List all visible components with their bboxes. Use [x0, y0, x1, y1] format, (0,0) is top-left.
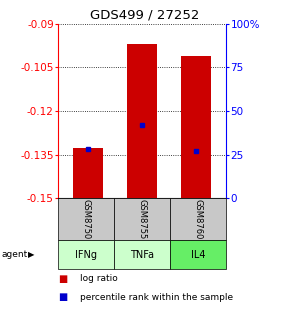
Text: IL4: IL4 — [191, 250, 205, 259]
Text: GSM8760: GSM8760 — [194, 199, 203, 240]
Bar — [182, 56, 211, 198]
Text: ▶: ▶ — [28, 250, 34, 259]
Text: log ratio: log ratio — [80, 275, 117, 283]
Bar — [73, 148, 103, 198]
Bar — [127, 44, 157, 198]
Text: ■: ■ — [58, 292, 67, 302]
Text: TNFa: TNFa — [130, 250, 154, 259]
Text: agent: agent — [1, 250, 28, 259]
Text: GSM8750: GSM8750 — [81, 199, 90, 239]
Text: GSM8755: GSM8755 — [137, 199, 147, 239]
Text: GDS499 / 27252: GDS499 / 27252 — [90, 8, 200, 22]
Text: ■: ■ — [58, 274, 67, 284]
Text: IFNg: IFNg — [75, 250, 97, 259]
Text: percentile rank within the sample: percentile rank within the sample — [80, 293, 233, 302]
